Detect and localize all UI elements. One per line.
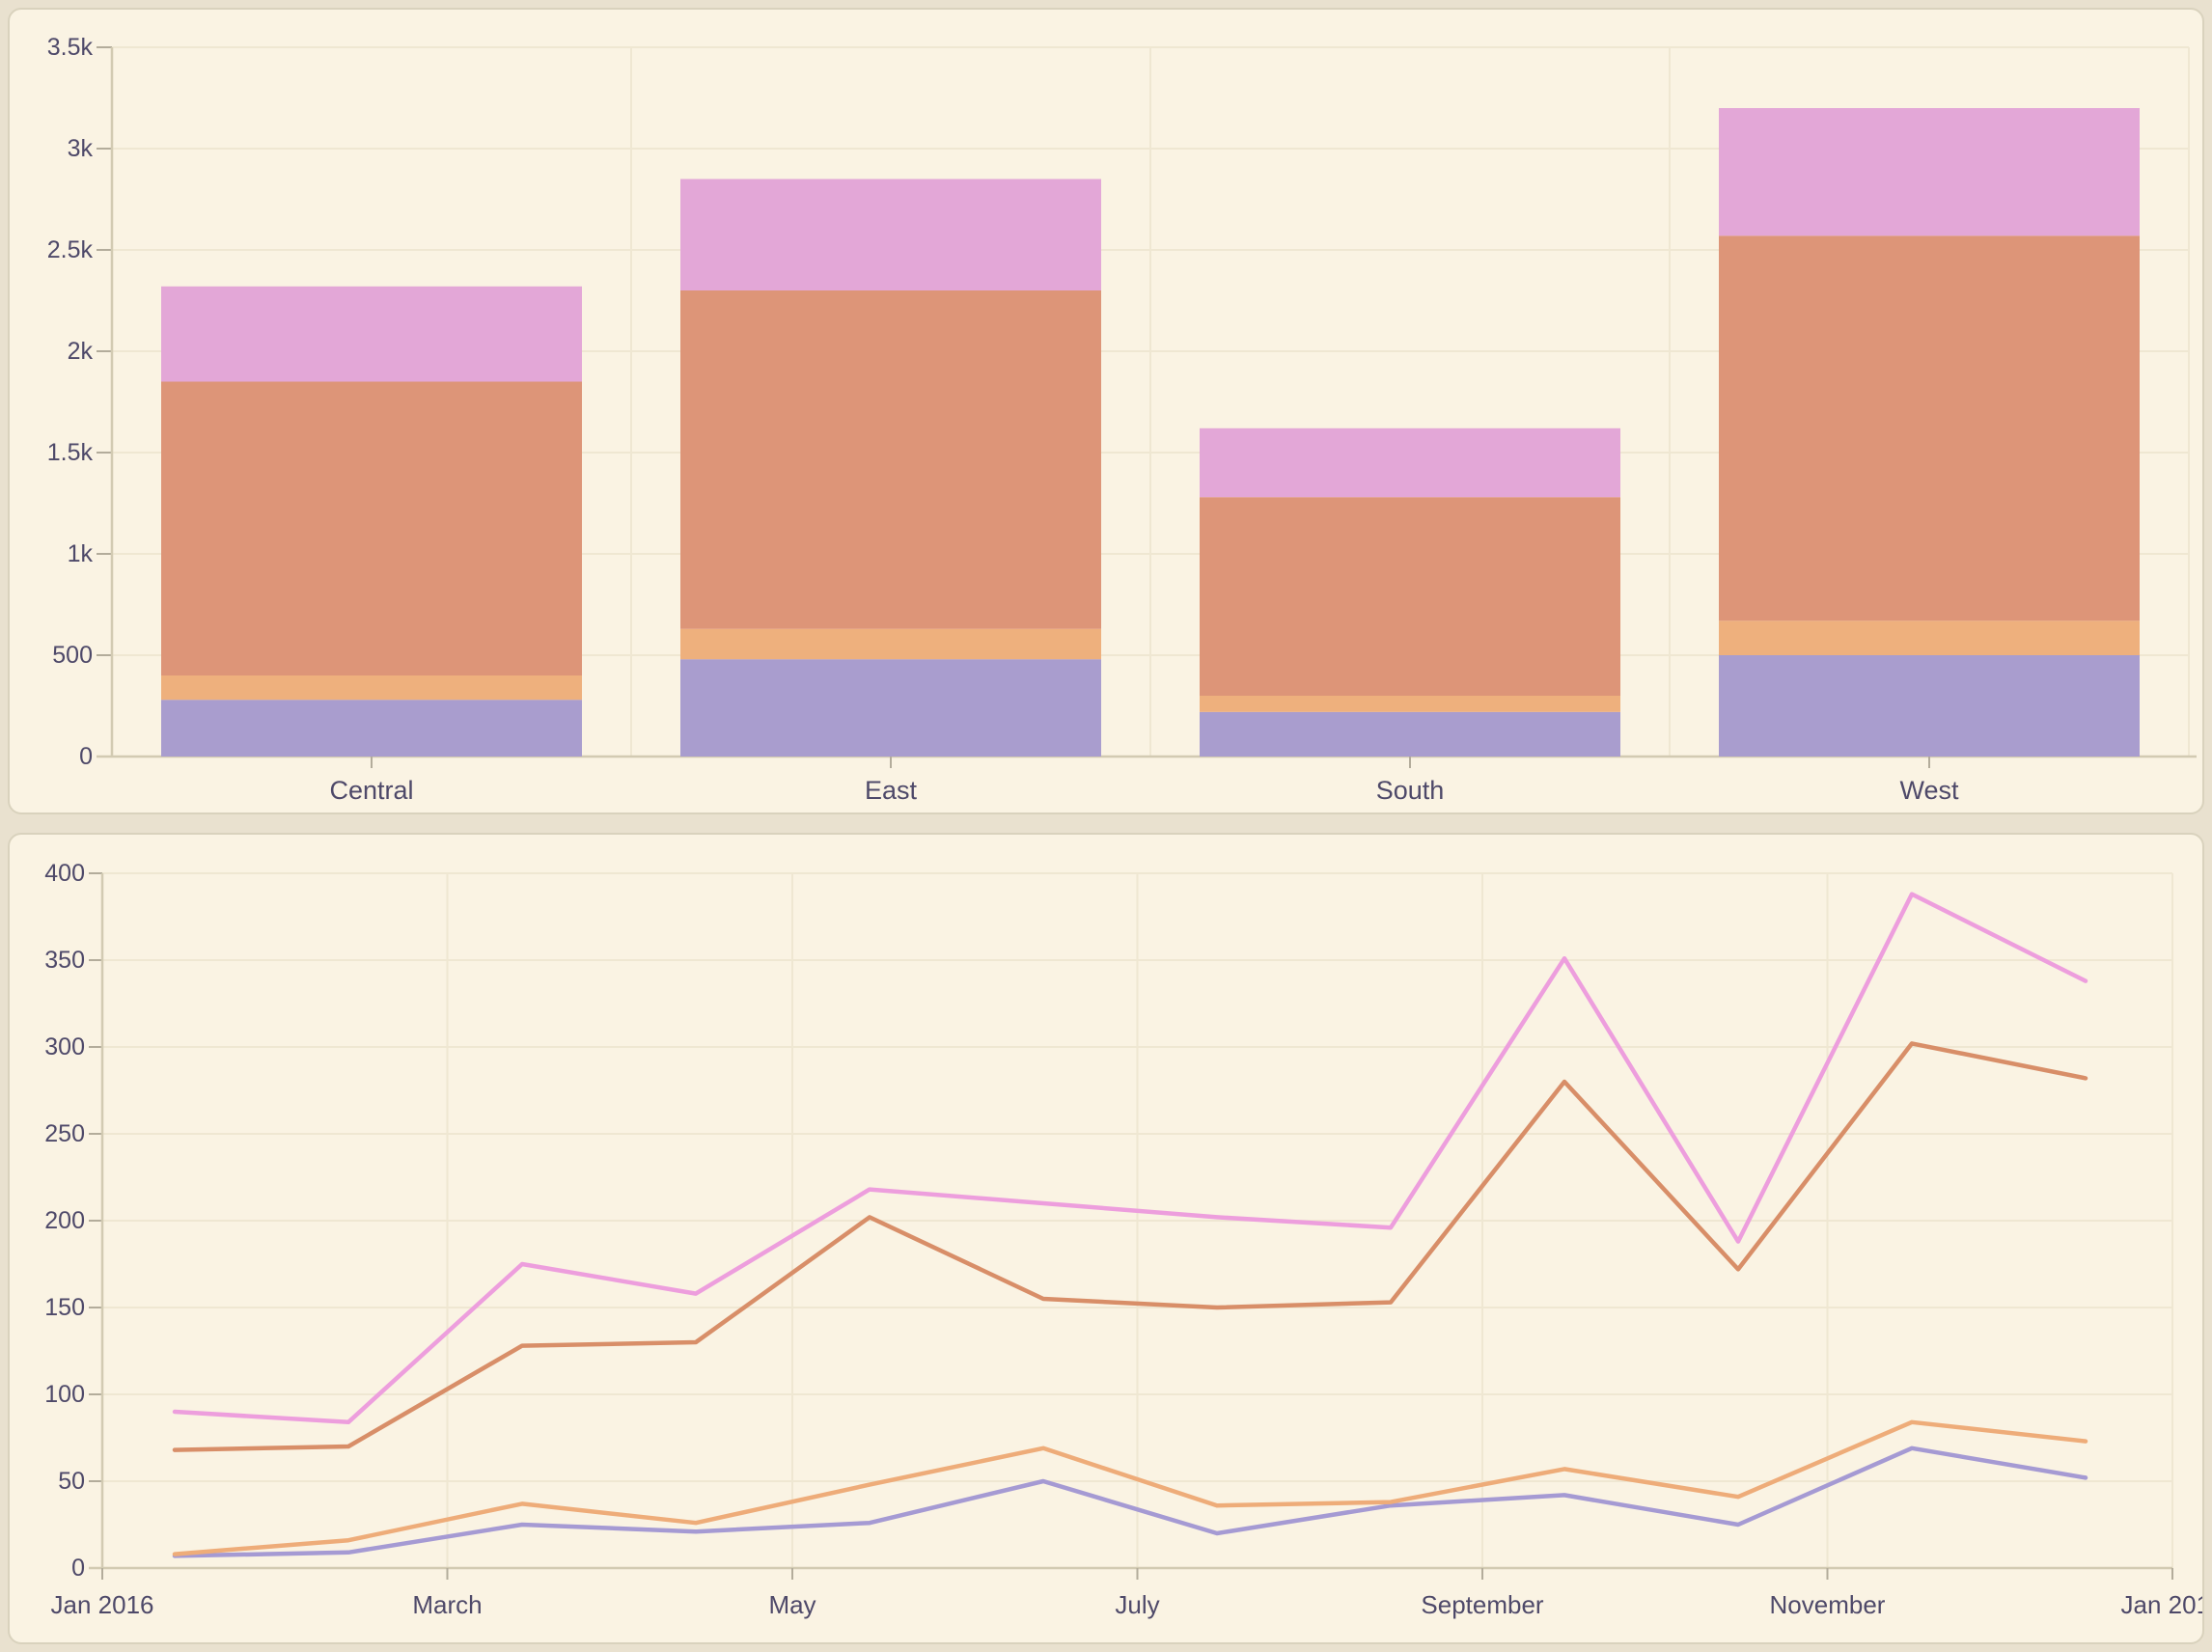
stacked-bar-chart-panel: 0 500 1k 1.5k 2k 2.5k 3k 3.5k Central East South We… — [8, 8, 2204, 814]
bar-segment-west-segment-pink[interactable] — [1719, 108, 2140, 236]
y-axis-label: 500 — [52, 642, 93, 669]
x-axis-label-south: South — [1376, 776, 1445, 805]
stacked-bar-chart: 0 500 1k 1.5k 2k 2.5k 3k 3.5k Central East South We… — [47, 34, 2197, 805]
y-axis-label: 100 — [44, 1381, 85, 1408]
y-axis-label: 250 — [44, 1120, 85, 1147]
x-axis-label-jan-2016: Jan 2016 — [51, 1590, 154, 1619]
bar-segment-south-segment-salmon[interactable] — [1200, 497, 1620, 696]
y-axis-label: 3.5k — [47, 34, 94, 61]
y-axis-label: 400 — [44, 860, 85, 887]
x-axis-label-west: West — [1899, 776, 1959, 805]
y-axis-label: 0 — [71, 1555, 85, 1582]
bar-segment-east-segment-purple[interactable] — [680, 659, 1101, 757]
x-axis-label-september: September — [1421, 1590, 1544, 1619]
bar-segment-east-segment-apricot[interactable] — [680, 628, 1101, 660]
y-axis-label: 150 — [44, 1294, 85, 1321]
bar-segment-west-segment-apricot[interactable] — [1719, 620, 2140, 655]
y-axis-label: 1k — [68, 540, 94, 567]
x-axis-label-jan-2017: Jan 2017 — [2121, 1590, 2202, 1619]
bar-segment-south-segment-pink[interactable] — [1200, 427, 1620, 498]
line-chart-panel: 0 50 100 150 200 250 300 350 400 Jan 2016 March May… — [8, 833, 2204, 1644]
y-axis-label: 50 — [58, 1468, 85, 1495]
bar-segment-central-segment-salmon[interactable] — [161, 381, 582, 676]
bar-segment-central-segment-purple[interactable] — [161, 700, 582, 757]
bar-segment-east-segment-pink[interactable] — [680, 179, 1101, 291]
y-axis-label: 3k — [68, 135, 94, 162]
bar-segment-west-segment-salmon[interactable] — [1719, 235, 2140, 621]
x-axis-label-east: East — [865, 776, 918, 805]
bar-segment-south-segment-purple[interactable] — [1200, 711, 1620, 757]
line-chart: 0 50 100 150 200 250 300 350 400 Jan 2016 March May… — [44, 860, 2202, 1619]
bar-segment-east-segment-salmon[interactable] — [680, 290, 1101, 629]
y-axis-label: 1.5k — [47, 439, 94, 466]
x-axis-label-may: May — [768, 1590, 816, 1619]
y-axis-label: 350 — [44, 947, 85, 974]
x-axis-label-july: July — [1115, 1590, 1159, 1619]
x-axis-label-november: November — [1770, 1590, 1886, 1619]
bar-segment-central-segment-apricot[interactable] — [161, 675, 582, 701]
line-apricot[interactable] — [172, 1419, 2088, 1556]
y-axis-label: 200 — [44, 1207, 85, 1234]
bar-segment-west-segment-purple[interactable] — [1719, 655, 2140, 757]
x-axis-label-march: March — [412, 1590, 482, 1619]
y-axis-label: 2.5k — [47, 236, 94, 263]
bar-segment-central-segment-pink[interactable] — [161, 286, 582, 382]
y-axis-label: 300 — [44, 1033, 85, 1060]
line-coral[interactable] — [172, 1041, 2088, 1452]
x-axis-label-central: Central — [329, 776, 413, 805]
y-axis-label: 0 — [79, 743, 93, 770]
line-pink[interactable] — [172, 892, 2088, 1425]
bar-segment-south-segment-apricot[interactable] — [1200, 696, 1620, 712]
y-axis-label: 2k — [68, 338, 94, 365]
line-purple[interactable] — [172, 1446, 2088, 1558]
